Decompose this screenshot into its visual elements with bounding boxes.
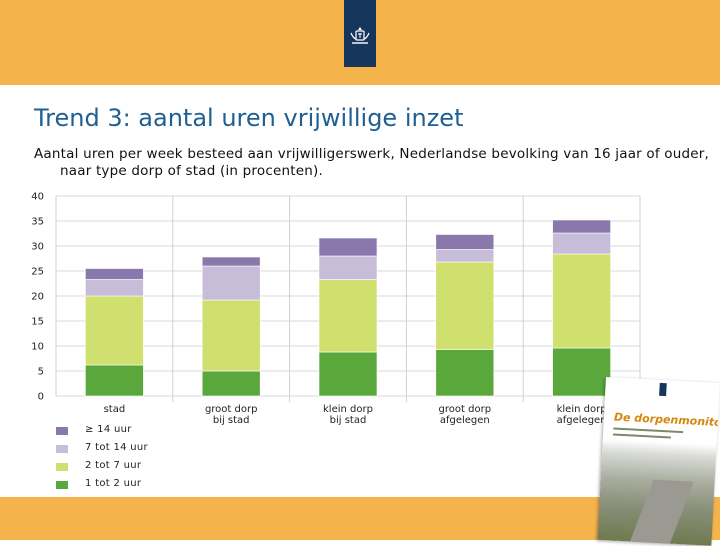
x-tick-label: groot dorp [205, 404, 258, 415]
bar-segment-1 [85, 295, 144, 366]
bar-segment-3 [318, 237, 378, 257]
cover-logo [659, 382, 667, 397]
cover-road [623, 479, 694, 546]
bar-segment-1 [552, 253, 611, 349]
legend-swatch [56, 445, 68, 453]
slide-title: Trend 3: aantal uren vrijwillige inzet [34, 104, 464, 132]
bar-segment-3 [85, 268, 144, 280]
x-tick-label: stad [104, 404, 126, 415]
legend-swatch [56, 427, 68, 435]
y-tick-label: 40 [31, 192, 44, 203]
bar-segment-2 [318, 255, 378, 280]
bar-segment-3 [552, 219, 611, 234]
cover-title: De dorpenmonitor [613, 410, 720, 430]
y-tick-label: 20 [31, 292, 44, 303]
bar-segment-3 [435, 234, 495, 250]
y-tick-label: 35 [31, 217, 44, 228]
bar-segment-1 [318, 279, 378, 353]
x-tick-label: klein dorp [557, 404, 607, 415]
x-tick-label: afgelegen [557, 415, 607, 426]
y-tick-label: 30 [31, 242, 44, 253]
y-tick-label: 10 [31, 342, 44, 353]
x-tick-label: bij stad [213, 415, 250, 426]
bar-segment-0 [435, 349, 495, 397]
report-cover-image: De dorpenmonitor [597, 377, 720, 546]
cover-text-line [612, 433, 671, 439]
bar-segment-3 [201, 256, 261, 267]
bar-segment-0 [318, 351, 378, 397]
bar-segment-1 [435, 261, 495, 350]
bar-segment-0 [85, 364, 144, 397]
bar-segment-2 [435, 249, 495, 263]
x-tick-label: afgelegen [440, 415, 490, 426]
legend-label: ≥ 14 uur [85, 424, 132, 435]
bar-segment-2 [201, 265, 261, 301]
slide-subtitle: Aantal uren per week besteed aan vrijwil… [34, 146, 710, 179]
bar-segment-1 [201, 299, 261, 372]
government-emblem [344, 0, 376, 67]
coat-of-arms-icon [350, 27, 370, 44]
bar-segment-0 [552, 347, 611, 397]
bar-segment-2 [552, 232, 611, 255]
y-tick-label: 25 [31, 267, 44, 278]
y-tick-label: 0 [38, 392, 44, 403]
legend-swatch [56, 463, 68, 471]
cover-text-line [613, 427, 684, 434]
x-tick-label: groot dorp [439, 404, 492, 415]
legend-label: 7 tot 14 uur [85, 442, 148, 453]
x-tick-label: bij stad [330, 415, 367, 426]
y-tick-label: 15 [31, 317, 44, 328]
legend-label: 2 tot 7 uur [85, 460, 142, 471]
y-tick-label: 5 [38, 367, 44, 378]
legend-label: 1 tot 2 uur [85, 478, 142, 489]
bar-segment-2 [85, 279, 144, 297]
legend-swatch [56, 481, 68, 489]
x-tick-label: klein dorp [323, 404, 373, 415]
bar-segment-0 [201, 370, 261, 397]
